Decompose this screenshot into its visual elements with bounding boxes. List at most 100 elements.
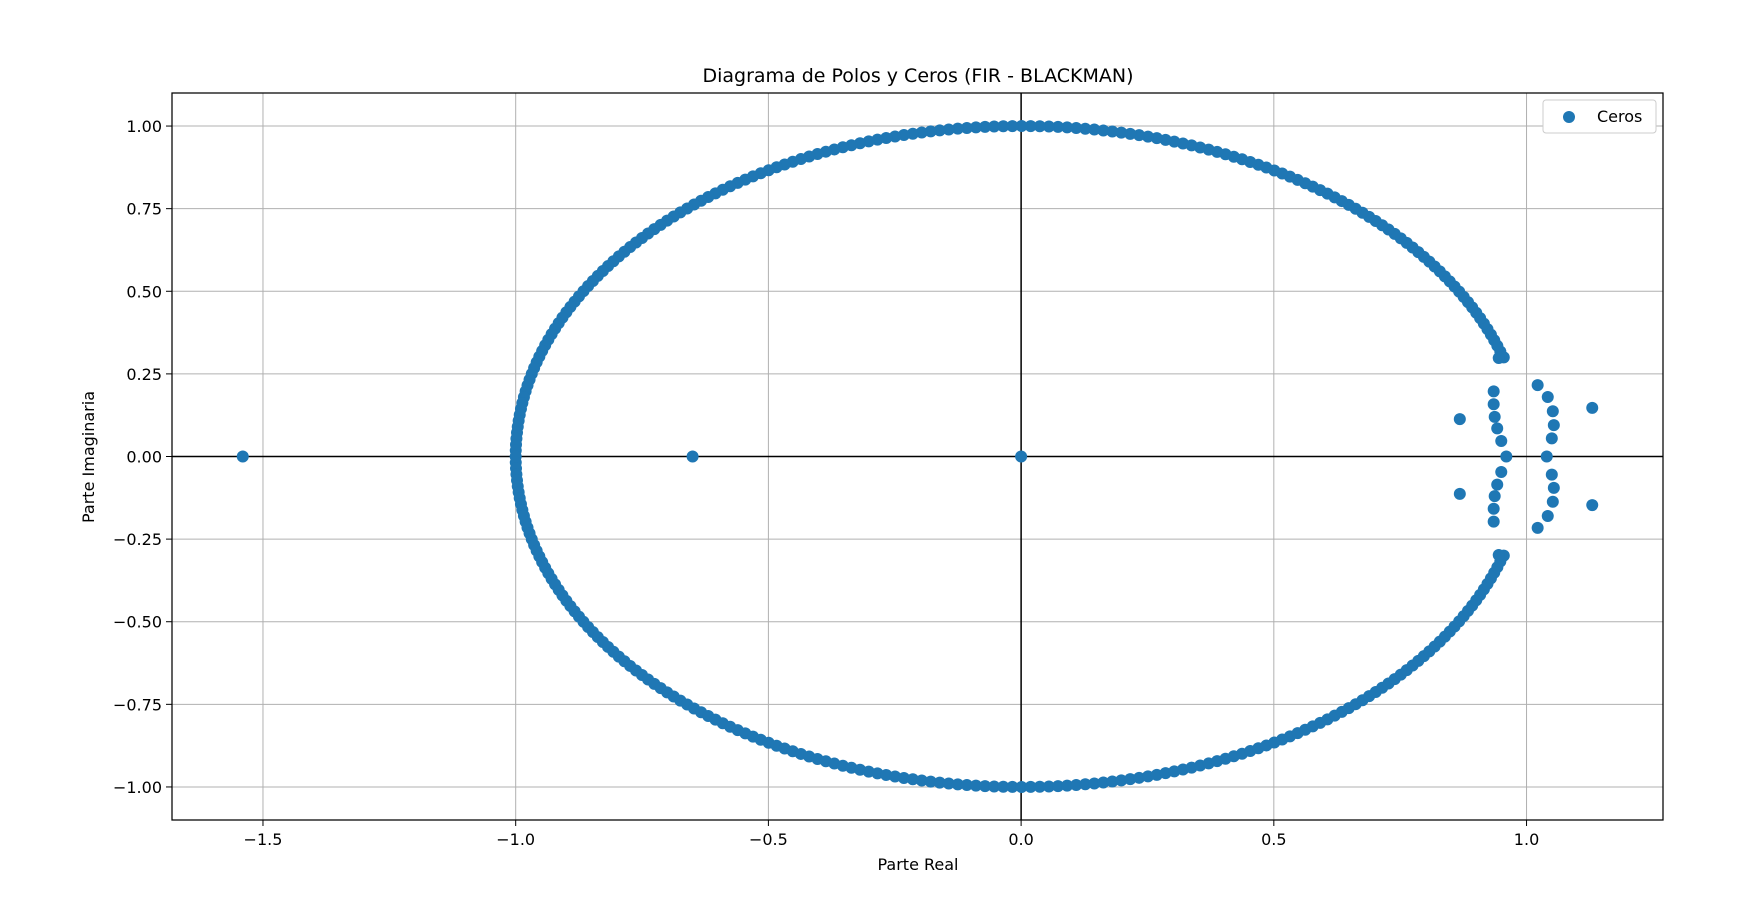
zero-point <box>979 120 992 133</box>
chart-title: Diagrama de Polos y Ceros (FIR - BLACKMA… <box>702 65 1133 87</box>
zero-point <box>1115 126 1128 139</box>
zero-point <box>1052 780 1065 793</box>
zero-point <box>1586 499 1599 512</box>
zero-point <box>924 775 937 788</box>
zero-point <box>1079 122 1092 135</box>
zero-point <box>880 768 893 781</box>
zero-point <box>1024 780 1037 793</box>
y-tick-label: −1.00 <box>113 778 162 797</box>
zero-point <box>906 127 919 140</box>
zero-point <box>1052 120 1065 133</box>
zero-point <box>1088 777 1101 790</box>
zero-point <box>1088 123 1101 136</box>
y-tick-label: 0.50 <box>126 282 162 301</box>
x-tick-label: −1.0 <box>496 830 535 849</box>
zero-point <box>1070 122 1083 135</box>
zero-point <box>1586 401 1599 414</box>
zero-point <box>1015 120 1028 133</box>
zero-point <box>1133 771 1146 784</box>
zero-point <box>1106 775 1119 788</box>
zero-point <box>924 125 937 138</box>
legend-marker <box>1563 111 1575 123</box>
zero-point <box>1487 502 1500 515</box>
y-tick-label: −0.75 <box>113 695 162 714</box>
zero-point <box>1061 121 1074 134</box>
zero-point <box>1042 120 1055 133</box>
zero-point <box>1487 385 1500 398</box>
zero-point <box>969 121 982 134</box>
y-tick-label: 0.25 <box>126 365 162 384</box>
zero-point <box>1541 509 1554 522</box>
y-tick-label: −0.25 <box>113 530 162 549</box>
zero-point <box>1488 490 1501 503</box>
zero-point <box>1124 773 1137 786</box>
zero-point <box>1547 481 1560 494</box>
zero-point <box>1141 130 1154 143</box>
y-axis-label: Parte Imaginaria <box>79 391 98 523</box>
y-tick-label: 1.00 <box>126 117 162 136</box>
x-tick-label: 0.5 <box>1261 830 1286 849</box>
legend-label: Ceros <box>1597 107 1642 126</box>
zero-point <box>1488 410 1501 423</box>
zero-point <box>1546 405 1559 418</box>
zero-point <box>997 780 1010 793</box>
zero-point <box>1492 352 1505 365</box>
zero-point <box>1033 120 1046 133</box>
zero-point <box>1531 379 1544 392</box>
zero-point <box>942 777 955 790</box>
zero-point <box>1015 780 1028 793</box>
zero-point <box>889 770 902 783</box>
zero-point <box>997 120 1010 133</box>
x-tick-label: −0.5 <box>749 830 788 849</box>
x-tick-label: 0.0 <box>1008 830 1033 849</box>
y-tick-label: −0.50 <box>113 613 162 632</box>
zero-point <box>960 779 973 792</box>
zero-point <box>1079 778 1092 791</box>
zero-point <box>1531 521 1544 534</box>
zero-point <box>1487 398 1500 411</box>
zero-point <box>951 122 964 135</box>
zero-point <box>1115 774 1128 787</box>
zero-point <box>1061 779 1074 792</box>
y-tick-label: 0.75 <box>126 200 162 219</box>
zero-point <box>889 130 902 143</box>
zero-point <box>1487 515 1500 528</box>
zero-point <box>1500 450 1513 463</box>
zero-point <box>1495 466 1508 479</box>
zero-point <box>897 771 910 784</box>
zero-point <box>1545 468 1558 481</box>
zero-point <box>960 121 973 134</box>
zero-point <box>988 780 1001 793</box>
zero-point <box>915 126 928 139</box>
zero-point <box>951 778 964 791</box>
zero-point <box>1033 780 1046 793</box>
zero-point <box>1006 780 1019 793</box>
zero-point <box>979 780 992 793</box>
zero-point <box>1540 450 1553 463</box>
zero-point <box>1097 776 1110 789</box>
zero-point <box>1106 125 1119 138</box>
zero-point <box>1546 495 1559 508</box>
zero-point <box>686 450 699 463</box>
x-axis-label: Parte Real <box>877 855 958 874</box>
zero-point <box>1491 422 1504 435</box>
zero-point <box>1453 487 1466 500</box>
zero-point <box>1097 124 1110 137</box>
zero-point <box>969 779 982 792</box>
zero-point <box>988 120 1001 133</box>
zero-point <box>906 773 919 786</box>
zero-point <box>933 124 946 137</box>
zero-point <box>1453 413 1466 426</box>
zero-point <box>1541 391 1554 404</box>
zero-point <box>1015 450 1028 463</box>
zero-point <box>1133 129 1146 142</box>
legend-box <box>1542 99 1657 134</box>
zero-point <box>236 450 249 463</box>
zero-point <box>1545 432 1558 445</box>
zero-point <box>1492 548 1505 561</box>
zero-point <box>897 129 910 142</box>
zero-point <box>915 774 928 787</box>
zero-point <box>1024 120 1037 133</box>
